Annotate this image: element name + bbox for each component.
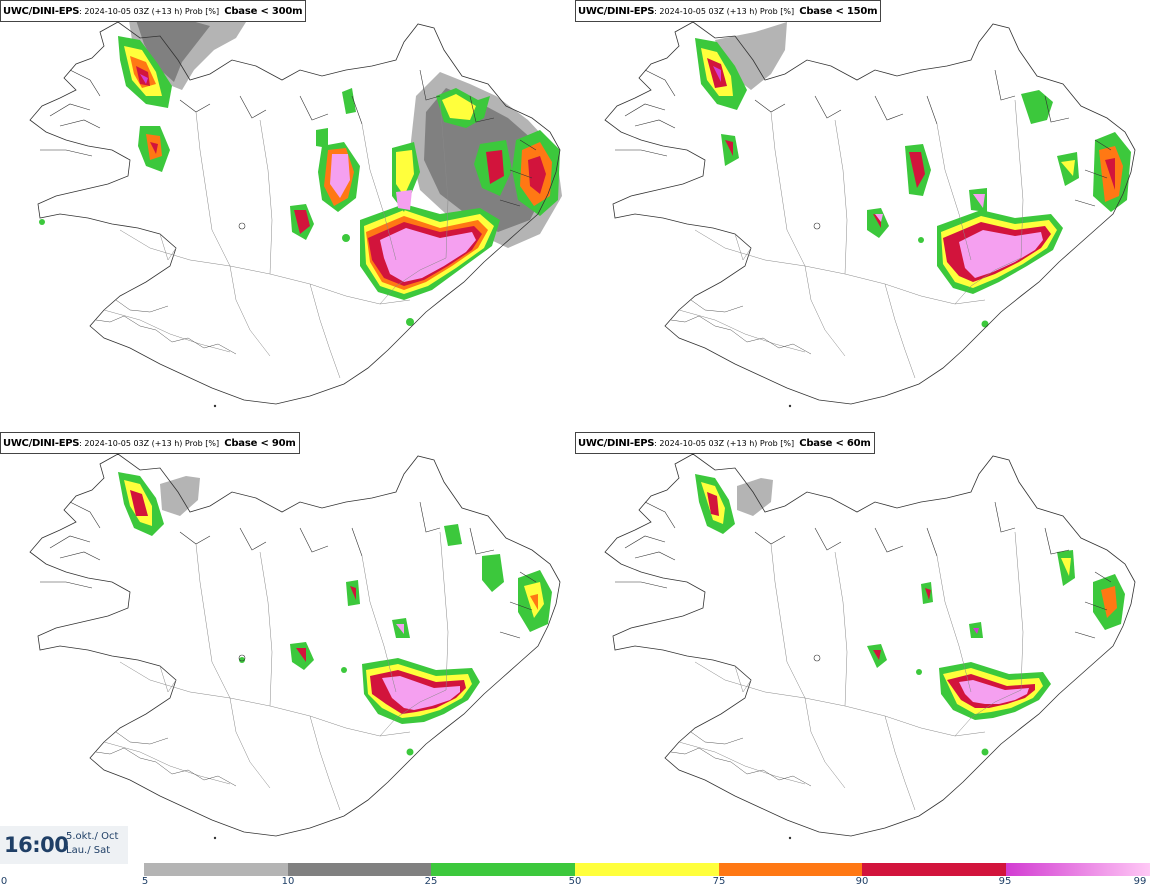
colorbar-tick-10: 10: [281, 876, 295, 887]
panel-title: UWC/DINI-EPS: 2024-10-05 03Z (+13 h) Pro…: [0, 0, 307, 22]
valid-date: 5.okt./ Oct: [66, 831, 119, 842]
panel-variable-label: Cbase < 300m: [224, 6, 303, 17]
colorbar-segment-50-75: [575, 863, 719, 876]
iceland-probability-map: [604, 21, 1136, 408]
colorbar-tick-0: 0: [0, 876, 8, 887]
colorbar-segment-90-95: [862, 863, 1006, 876]
map-panel-cbase-300m: UWC/DINI-EPS: 2024-10-05 03Z (+13 h) Pro…: [0, 0, 575, 432]
probability-colorbar: [144, 863, 1150, 876]
panel-run-label: : 2024-10-05 03Z (+13 h) Prob [%]: [654, 439, 795, 448]
panel-title: UWC/DINI-EPS: 2024-10-05 03Z (+13 h) Pro…: [0, 432, 300, 454]
colorbar-tick-95: 95: [998, 876, 1012, 887]
iceland-probability-map: [604, 453, 1136, 840]
panel-model-label: UWC/DINI-EPS: [578, 438, 655, 449]
valid-time-box: 16:00 5.okt./ Oct Lau./ Sat: [0, 826, 128, 864]
iceland-probability-map: [29, 8, 562, 408]
colorbar-segment-75-90: [719, 863, 862, 876]
colorbar-tick-50: 50: [568, 876, 582, 887]
panel-variable-label: Cbase < 60m: [799, 438, 871, 449]
colorbar-tick-99: 99: [1133, 876, 1147, 887]
panel-variable-label: Cbase < 90m: [224, 438, 296, 449]
colorbar-segment-95-99: [1006, 863, 1150, 876]
colorbar-tick-5: 5: [141, 876, 149, 887]
panel-variable-label: Cbase < 150m: [799, 6, 878, 17]
valid-day: Lau./ Sat: [66, 845, 111, 856]
iceland-probability-map: [29, 453, 561, 840]
colorbar-tick-25: 25: [424, 876, 438, 887]
colorbar-tick-75: 75: [712, 876, 726, 887]
panel-run-label: : 2024-10-05 03Z (+13 h) Prob [%]: [79, 7, 220, 16]
panel-model-label: UWC/DINI-EPS: [3, 6, 80, 17]
map-panel-cbase-60m: UWC/DINI-EPS: 2024-10-05 03Z (+13 h) Pro…: [575, 432, 1150, 864]
map-panel-cbase-150m: UWC/DINI-EPS: 2024-10-05 03Z (+13 h) Pro…: [575, 0, 1150, 432]
panel-title: UWC/DINI-EPS: 2024-10-05 03Z (+13 h) Pro…: [575, 0, 882, 22]
colorbar-segment-5-10: [144, 863, 288, 876]
colorbar-tick-90: 90: [855, 876, 869, 887]
panel-model-label: UWC/DINI-EPS: [3, 438, 80, 449]
panel-run-label: : 2024-10-05 03Z (+13 h) Prob [%]: [79, 439, 220, 448]
panel-model-label: UWC/DINI-EPS: [578, 6, 655, 17]
valid-time: 16:00: [4, 833, 69, 857]
colorbar-segment-25-50: [431, 863, 575, 876]
map-panel-cbase-90m: UWC/DINI-EPS: 2024-10-05 03Z (+13 h) Pro…: [0, 432, 575, 864]
panel-run-label: : 2024-10-05 03Z (+13 h) Prob [%]: [654, 7, 795, 16]
panel-title: UWC/DINI-EPS: 2024-10-05 03Z (+13 h) Pro…: [575, 432, 875, 454]
colorbar-segment-10-25: [288, 863, 431, 876]
